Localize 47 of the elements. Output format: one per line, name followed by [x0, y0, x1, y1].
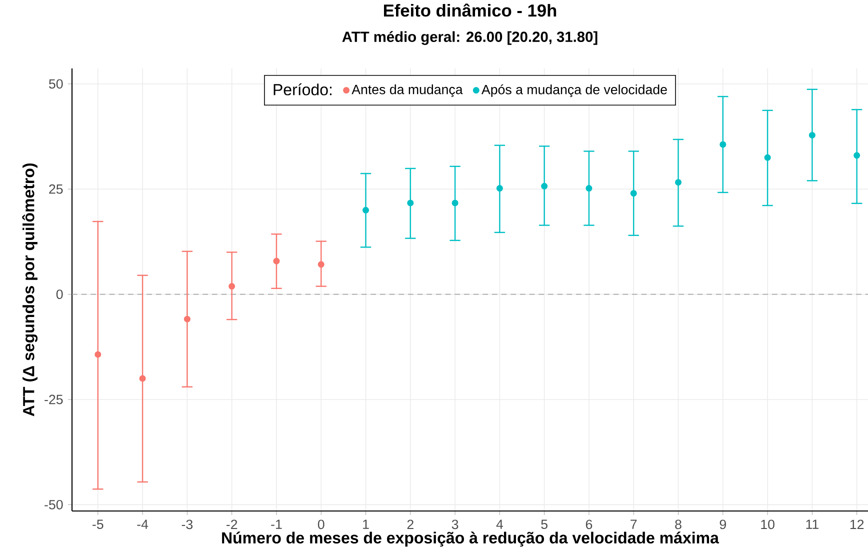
x-tick-label: 1	[363, 520, 369, 529]
point	[720, 141, 726, 148]
y-axis-title: ATT (Δ segundos por quilômetro)	[22, 164, 38, 416]
point	[630, 190, 637, 197]
point	[764, 154, 771, 161]
x-tick-label: 4	[496, 520, 504, 529]
point	[184, 316, 190, 322]
y-tick-label: 50	[49, 79, 63, 89]
x-tick-label: -4	[137, 520, 148, 529]
point	[541, 182, 548, 190]
x-axis-title: Número de meses de exposição à redução da velocidade máxima	[222, 532, 720, 547]
x-tick-label: -3	[182, 520, 193, 530]
x-tick-label: 2	[407, 520, 414, 530]
x-tick-label: 5	[541, 520, 548, 529]
y-tick-label: 25	[49, 184, 63, 194]
legend-label: Antes da mudança	[352, 84, 463, 97]
point	[586, 184, 592, 192]
point	[452, 200, 458, 206]
chart-title: Efeito dinâmico - 19h	[384, 4, 556, 17]
point	[139, 375, 146, 382]
point	[407, 200, 414, 206]
point	[808, 132, 816, 139]
x-tick-label: 9	[720, 520, 726, 530]
x-tick-label: 8	[675, 520, 682, 530]
point	[674, 179, 682, 186]
y-tick-label: -25	[44, 394, 63, 404]
x-tick-label: 11	[806, 520, 818, 529]
x-tick-label: 12	[850, 520, 864, 530]
chart-subtitle: ATT médio geral: 26.00 [20.20, 31.80]	[342, 31, 598, 45]
y-tick-label: 0	[56, 290, 63, 300]
x-tick-label: -1	[271, 520, 282, 529]
y-tick-label: -50	[44, 500, 63, 510]
legend-label: Após a mudança de velocidade	[481, 84, 667, 97]
legend-title: Período:	[274, 83, 332, 96]
x-tick-label: 0	[318, 520, 324, 530]
point	[228, 283, 236, 290]
point	[496, 184, 503, 192]
x-tick-label: -5	[92, 520, 104, 529]
x-tick-label: -2	[226, 520, 238, 530]
point	[273, 258, 280, 264]
x-tick-label: 6	[586, 520, 592, 530]
x-tick-label: 7	[630, 520, 637, 529]
x-tick-label: 10	[761, 520, 774, 530]
x-tick-label: 3	[452, 520, 458, 530]
point	[94, 351, 102, 358]
point	[362, 206, 370, 214]
point	[318, 261, 324, 268]
